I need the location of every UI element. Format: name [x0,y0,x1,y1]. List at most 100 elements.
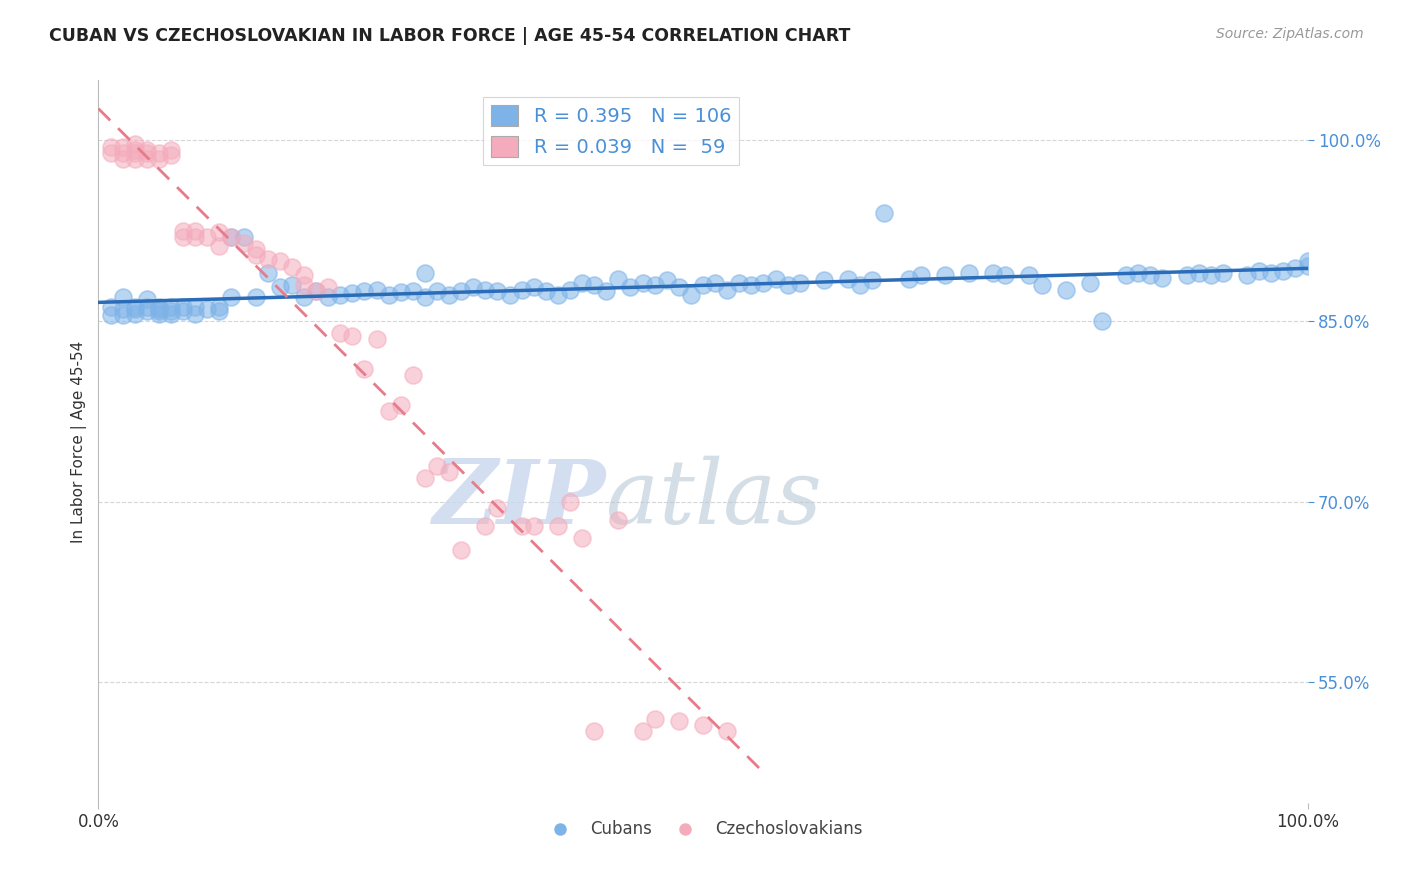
Point [208,225,231,239]
Point [413,471,436,485]
Point [329,287,352,301]
Point [172,300,194,314]
Point [994,268,1017,283]
Point [124,307,146,321]
Point [292,290,315,304]
Point [728,276,751,290]
Point [195,301,218,317]
Point [281,277,304,292]
Point [716,723,738,738]
Point [957,266,980,280]
Point [292,268,315,283]
Point [1296,259,1319,273]
Point [486,500,509,515]
Point [195,230,218,244]
Point [124,301,146,317]
Point [208,300,231,314]
Point [184,307,207,321]
Point [704,276,727,290]
Point [813,273,835,287]
Point [389,398,412,412]
Point [377,287,399,301]
Point [135,300,157,314]
Text: atlas: atlas [606,456,823,542]
Point [668,714,690,728]
Point [679,287,702,301]
Point [111,152,134,166]
Point [644,712,666,726]
Point [1249,263,1271,277]
Point [631,723,654,738]
Point [547,287,569,301]
Point [619,280,641,294]
Point [463,280,485,294]
Point [571,531,593,545]
Point [269,254,291,268]
Point [692,717,714,731]
Point [389,285,412,300]
Text: CUBAN VS CZECHOSLOVAKIAN IN LABOR FORCE | AGE 45-54 CORRELATION CHART: CUBAN VS CZECHOSLOVAKIAN IN LABOR FORCE … [49,27,851,45]
Point [1284,261,1306,276]
Text: ZIP: ZIP [433,456,606,542]
Point [981,266,1004,280]
Point [111,301,134,317]
Point [655,273,678,287]
Point [160,143,183,157]
Point [111,139,134,153]
Point [558,283,581,297]
Point [305,284,328,298]
Point [571,276,593,290]
Point [776,277,799,292]
Point [366,332,388,346]
Point [752,276,775,290]
Point [111,290,134,304]
Y-axis label: In Labor Force | Age 45-54: In Labor Force | Age 45-54 [72,341,87,542]
Point [305,284,328,298]
Point [377,404,399,418]
Point [897,272,920,286]
Point [100,139,122,153]
Point [583,277,606,292]
Point [523,519,546,533]
Point [353,362,375,376]
Point [1128,266,1150,280]
Point [849,277,872,292]
Point [160,307,183,321]
Point [111,308,134,322]
Point [172,224,194,238]
Point [474,519,496,533]
Point [765,272,787,286]
Point [437,287,460,301]
Point [160,304,183,318]
Point [256,266,278,280]
Point [232,235,254,250]
Point [1260,266,1282,280]
Point [510,519,533,533]
Point [221,230,243,244]
Point [221,290,243,304]
Point [148,307,170,321]
Point [547,519,569,533]
Point [716,283,738,297]
Point [148,300,170,314]
Point [124,300,146,314]
Point [1091,314,1114,328]
Point [860,273,883,287]
Point [558,495,581,509]
Point [583,723,606,738]
Point [450,284,472,298]
Point [135,143,157,157]
Point [172,230,194,244]
Point [124,143,146,157]
Point [498,287,520,301]
Point [437,465,460,479]
Point [1212,266,1234,280]
Point [221,230,243,244]
Point [135,145,157,160]
Point [1139,268,1161,283]
Point [668,280,690,294]
Point [124,152,146,166]
Point [100,145,122,160]
Point [1199,268,1222,283]
Point [135,304,157,318]
